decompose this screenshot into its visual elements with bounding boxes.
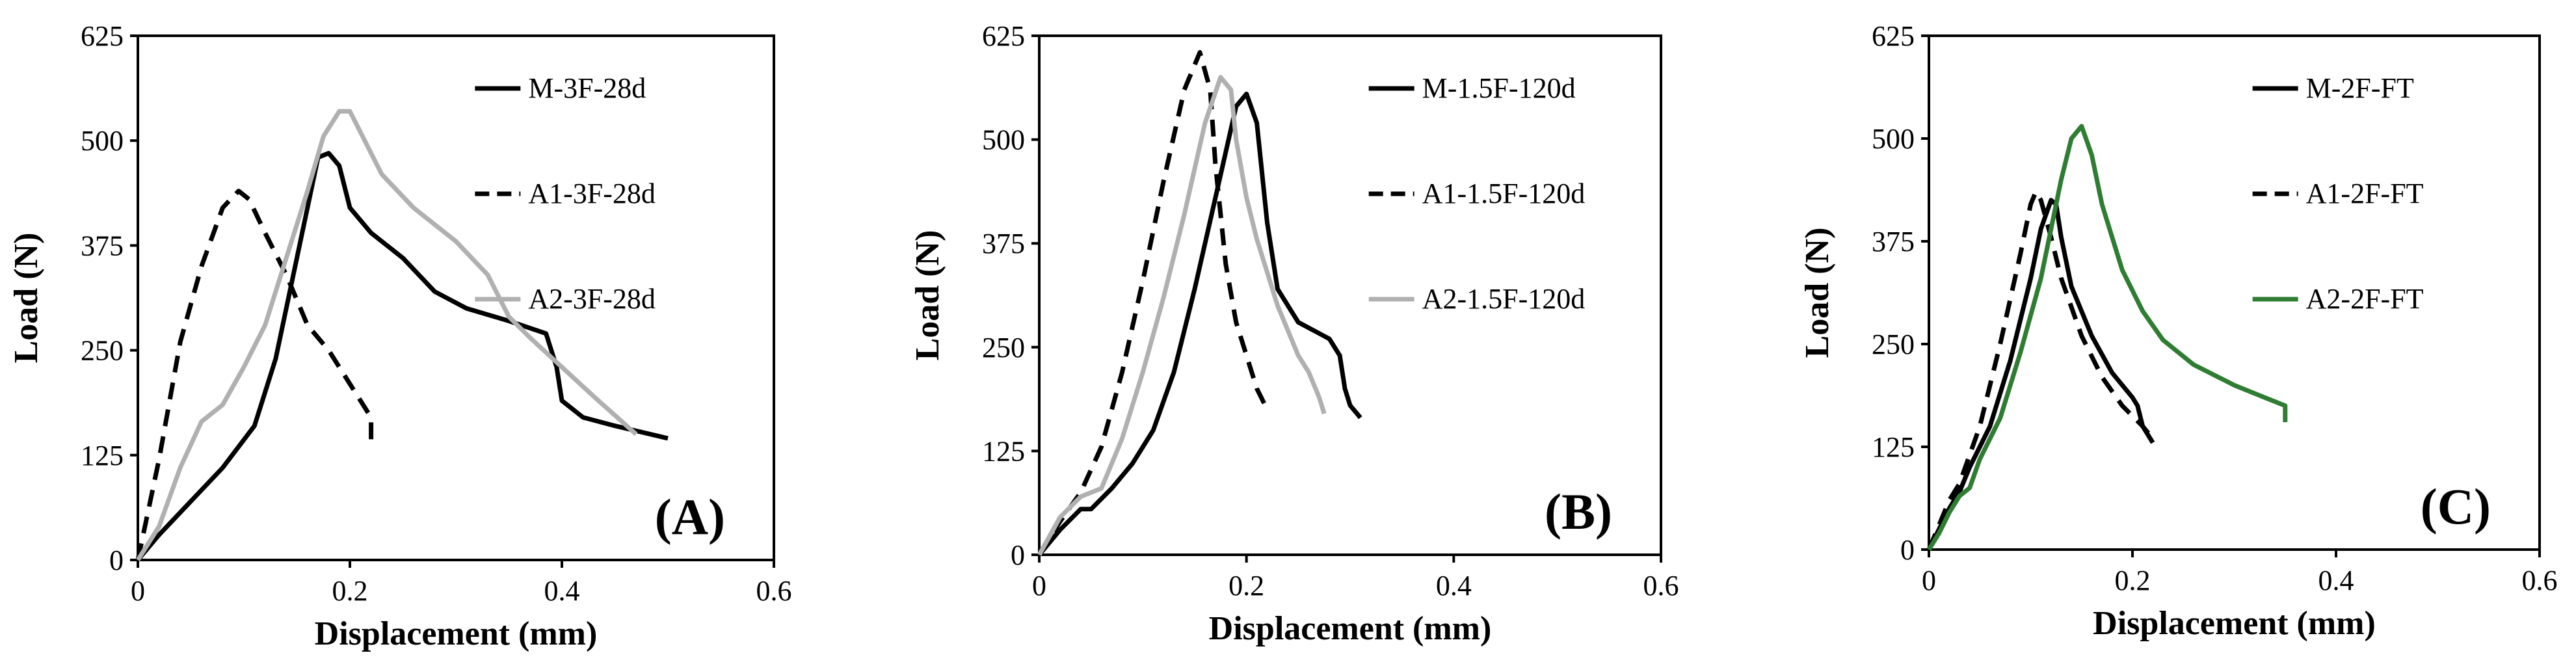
panel-label: (A) [655, 488, 725, 545]
x-tick-label: 0.4 [544, 575, 580, 607]
x-tick-label: 0 [131, 575, 145, 607]
plot-frame [137, 34, 775, 561]
legend-label-3: A2-2F-FT [2306, 283, 2424, 315]
plot-frame [1928, 34, 2541, 551]
y-tick-label: 125 [81, 440, 124, 472]
series-line-3 [1037, 75, 1327, 556]
series-line-2 [1037, 50, 1269, 556]
series-line-1 [136, 151, 669, 562]
series-line-3 [1927, 124, 2288, 551]
y-tick-label: 500 [81, 125, 124, 157]
y-tick-label: 500 [982, 124, 1025, 156]
y-tick-label: 250 [1872, 328, 1915, 360]
y-tick-label: 250 [982, 332, 1025, 364]
y-tick-label: 0 [1011, 539, 1025, 571]
x-tick-label: 0.4 [2318, 565, 2354, 596]
y-tick-label: 125 [1872, 431, 1915, 463]
y-tick-label: 375 [982, 228, 1025, 260]
series-line-3 [136, 109, 638, 561]
x-tick-label: 0.2 [1228, 570, 1264, 602]
x-tick-label: 0.2 [332, 575, 368, 607]
chart-panel-3: 0 125 250 375 500 625 0 0.2 0.4 0.6 Displacement (… [1799, 20, 2558, 642]
panel-label: (C) [2421, 478, 2491, 535]
y-tick-label: 0 [1900, 534, 1915, 566]
x-tick-label: 0.2 [2115, 565, 2151, 596]
x-tick-label: 0 [1922, 565, 1936, 596]
series-line-1 [1037, 91, 1362, 557]
y-tick-label: 125 [982, 435, 1025, 467]
legend-label-2: A1-3F-28d [528, 178, 656, 209]
plot-frame [1038, 34, 1662, 556]
legend-label-2: A1-2F-FT [2306, 178, 2424, 209]
x-tick-label: 0.6 [1643, 570, 1679, 602]
y-tick-label: 625 [982, 20, 1025, 52]
y-tick-label: 500 [1872, 123, 1915, 155]
x-axis-label: Displacement (mm) [1209, 610, 1492, 647]
series-line-1 [1926, 198, 2155, 551]
x-tick-label: 0 [1032, 570, 1046, 602]
x-axis-label: Displacement (mm) [315, 615, 598, 652]
y-tick-label: 0 [109, 544, 124, 576]
legend-label-3: A2-1.5F-120d [1422, 283, 1586, 315]
series-line-2 [135, 189, 374, 561]
legend-label-1: M-3F-28d [528, 72, 646, 104]
series-line-2 [1926, 189, 2155, 551]
x-axis-label: Displacement (mm) [2093, 605, 2376, 642]
chart-panel-2: 0 125 250 375 500 625 0 0.2 0.4 0.6 Displacement (… [909, 20, 1679, 647]
y-tick-label: 375 [81, 230, 124, 261]
y-axis-label: Load (N) [909, 230, 946, 361]
y-axis-label: Load (N) [8, 233, 45, 364]
legend-label-3: A2-3F-28d [528, 283, 656, 315]
x-tick-label: 0.6 [2522, 565, 2558, 596]
x-tick-label: 0.4 [1436, 570, 1472, 602]
panel-label: (B) [1545, 483, 1612, 540]
y-tick-label: 250 [81, 335, 124, 367]
y-axis-label: Load (N) [1799, 228, 1836, 358]
legend-label-1: M-1.5F-120d [1422, 72, 1576, 104]
legend-label-2: A1-1.5F-120d [1422, 178, 1586, 209]
y-tick-label: 625 [81, 20, 124, 52]
y-tick-label: 375 [1872, 226, 1915, 258]
chart-panel-1: 0 125 250 375 500 625 0 0.2 0.4 0.6 Displacement (… [8, 20, 792, 652]
legend-label-1: M-2F-FT [2306, 72, 2414, 104]
x-tick-label: 0.6 [756, 575, 792, 607]
y-tick-label: 625 [1872, 20, 1915, 52]
